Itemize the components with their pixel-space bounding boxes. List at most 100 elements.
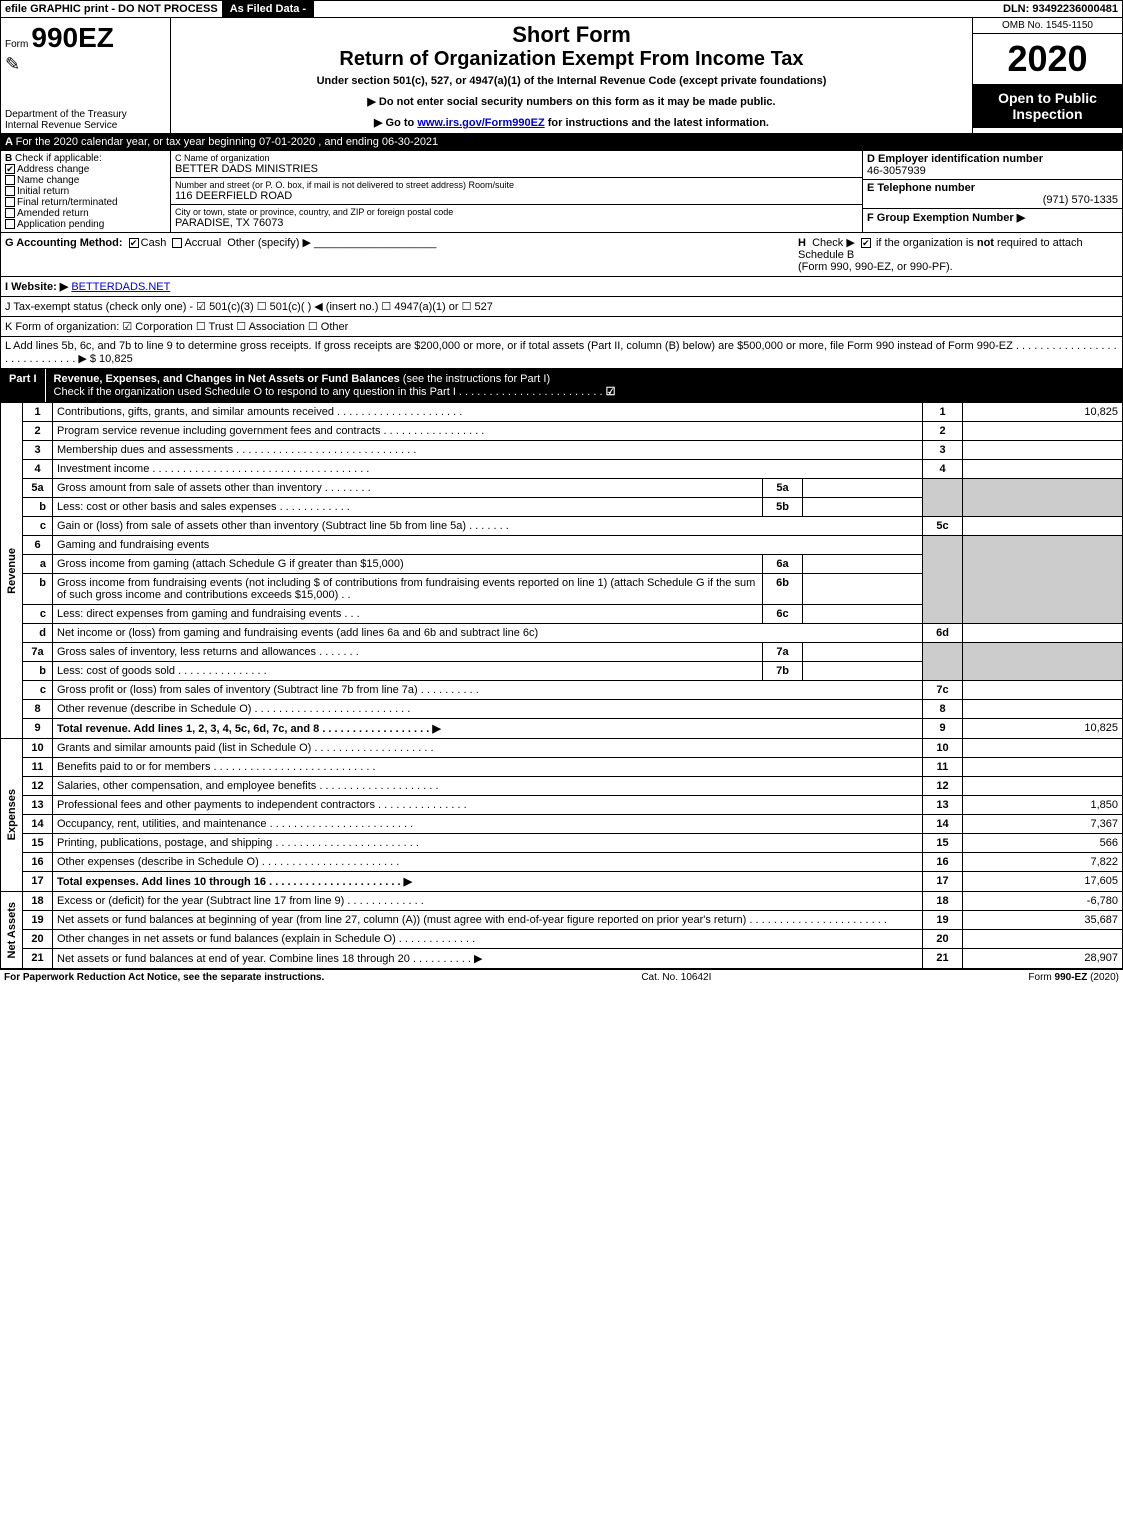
line-h: H Check ▶ ✔ if the organization is not r… <box>798 236 1118 273</box>
website-link[interactable]: BETTERDADS.NET <box>71 281 170 293</box>
l6b-subval <box>803 574 923 605</box>
expenses-side: Expenses <box>0 739 22 892</box>
c-city-cell: City or town, state or province, country… <box>171 205 862 231</box>
l6d-val <box>963 624 1123 643</box>
revenue-label: Revenue <box>6 548 18 594</box>
l10-desc: Grants and similar amounts paid (list in… <box>53 739 923 758</box>
l8-desc: Other revenue (describe in Schedule O) .… <box>53 700 923 719</box>
l7b-desc: Less: cost of goods sold . . . . . . . .… <box>53 662 763 681</box>
asfiled-label: As Filed Data - <box>222 1 314 17</box>
l6-desc: Gaming and fundraising events <box>53 536 923 555</box>
l7b-sub: 7b <box>763 662 803 681</box>
l6d-desc: Net income or (loss) from gaming and fun… <box>53 624 923 643</box>
part1-checked: ☑ <box>606 386 616 398</box>
irs-logo-icon: ✎ <box>5 54 166 75</box>
l21-ln: 21 <box>923 949 963 969</box>
g-cash: Cash <box>141 237 167 249</box>
l13-val: 1,850 <box>963 796 1123 815</box>
col-b: B Check if applicable: ✔Address change N… <box>1 151 171 232</box>
l7c-val <box>963 681 1123 700</box>
l6-shade <box>923 536 963 624</box>
l7a-desc: Gross sales of inventory, less returns a… <box>53 643 763 662</box>
org-city: PARADISE, TX 76073 <box>175 217 858 229</box>
l5a-no: 5a <box>23 479 53 498</box>
l9-ln: 9 <box>923 719 963 739</box>
line-gh: G Accounting Method: ✔Cash Accrual Other… <box>0 233 1123 277</box>
col-c: C Name of organization BETTER DADS MINIS… <box>171 151 862 232</box>
form-header: Form 990EZ ✎ Department of the Treasury … <box>0 18 1123 134</box>
section-bcdef: B Check if applicable: ✔Address change N… <box>0 151 1123 233</box>
l-text: L Add lines 5b, 6c, and 7b to line 9 to … <box>5 340 1117 365</box>
l7-shade <box>923 643 963 681</box>
checkbox-initial-return[interactable] <box>5 186 15 196</box>
l17-ln: 17 <box>923 872 963 892</box>
d-cell: D Employer identification number 46-3057… <box>863 151 1122 180</box>
short-form-title: Short Form <box>179 22 964 48</box>
line-i: I Website: ▶ BETTERDADS.NET <box>0 277 1123 297</box>
efile-label: efile GRAPHIC print - DO NOT PROCESS <box>1 1 222 17</box>
l16-ln: 16 <box>923 853 963 872</box>
l12-ln: 12 <box>923 777 963 796</box>
ein-value: 46-3057939 <box>867 165 926 177</box>
l19-no: 19 <box>23 911 53 930</box>
checkbox-final-return[interactable] <box>5 197 15 207</box>
checkbox-cash[interactable]: ✔ <box>129 238 139 248</box>
l3-ln: 3 <box>923 441 963 460</box>
l3-desc: Membership dues and assessments . . . . … <box>53 441 923 460</box>
l20-val <box>963 930 1123 949</box>
l17-val: 17,605 <box>963 872 1123 892</box>
l13-ln: 13 <box>923 796 963 815</box>
irs-link[interactable]: www.irs.gov/Form990EZ <box>417 117 544 129</box>
l6-no: 6 <box>23 536 53 555</box>
checkbox-amended[interactable] <box>5 208 15 218</box>
l7c-desc: Gross profit or (loss) from sales of inv… <box>53 681 923 700</box>
checkbox-accrual[interactable] <box>172 238 182 248</box>
l4-ln: 4 <box>923 460 963 479</box>
e-label: E Telephone number <box>867 182 975 194</box>
l5a-sub: 5a <box>763 479 803 498</box>
l10-val <box>963 739 1123 758</box>
l5b-subval <box>803 498 923 517</box>
header-bar: efile GRAPHIC print - DO NOT PROCESS As … <box>0 0 1123 18</box>
l7a-no: 7a <box>23 643 53 662</box>
l18-no: 18 <box>23 892 53 911</box>
l6a-sub: 6a <box>763 555 803 574</box>
g-other: Other (specify) ▶ <box>227 237 311 249</box>
l13-desc: Professional fees and other payments to … <box>53 796 923 815</box>
l8-no: 8 <box>23 700 53 719</box>
c-city-label: City or town, state or province, country… <box>175 207 858 217</box>
b-item-1: Name change <box>17 175 79 186</box>
l3-val <box>963 441 1123 460</box>
checkbox-application-pending[interactable] <box>5 219 15 229</box>
l3-no: 3 <box>23 441 53 460</box>
part1-title: Revenue, Expenses, and Changes in Net As… <box>46 369 1122 402</box>
checkbox-name-change[interactable] <box>5 175 15 185</box>
l11-ln: 11 <box>923 758 963 777</box>
l6a-no: a <box>23 555 53 574</box>
checkbox-h[interactable]: ✔ <box>861 238 871 248</box>
checkbox-address-change[interactable]: ✔ <box>5 164 15 174</box>
l6c-no: c <box>23 605 53 624</box>
l21-desc: Net assets or fund balances at end of ye… <box>53 949 923 969</box>
l19-ln: 19 <box>923 911 963 930</box>
expenses-table: 10Grants and similar amounts paid (list … <box>22 739 1123 892</box>
form-prefix: Form <box>5 39 28 50</box>
footer-left: For Paperwork Reduction Act Notice, see … <box>4 972 324 983</box>
netassets-section: Net Assets 18Excess or (deficit) for the… <box>0 892 1123 969</box>
l2-no: 2 <box>23 422 53 441</box>
l15-val: 566 <box>963 834 1123 853</box>
l6b-sub: 6b <box>763 574 803 605</box>
netassets-table: 18Excess or (deficit) for the year (Subt… <box>22 892 1123 969</box>
l4-no: 4 <box>23 460 53 479</box>
revenue-section: Revenue 1Contributions, gifts, grants, a… <box>0 403 1123 739</box>
l6c-sub: 6c <box>763 605 803 624</box>
l16-val: 7,822 <box>963 853 1123 872</box>
l17-desc: Total expenses. Add lines 10 through 16 … <box>53 872 923 892</box>
line-a: A For the 2020 calendar year, or tax yea… <box>0 134 1123 151</box>
year-box: OMB No. 1545-1150 2020 Open to Public In… <box>972 18 1122 133</box>
l15-no: 15 <box>23 834 53 853</box>
omb-number: OMB No. 1545-1150 <box>973 18 1122 34</box>
l17-no: 17 <box>23 872 53 892</box>
l16-no: 16 <box>23 853 53 872</box>
l7c-ln: 7c <box>923 681 963 700</box>
